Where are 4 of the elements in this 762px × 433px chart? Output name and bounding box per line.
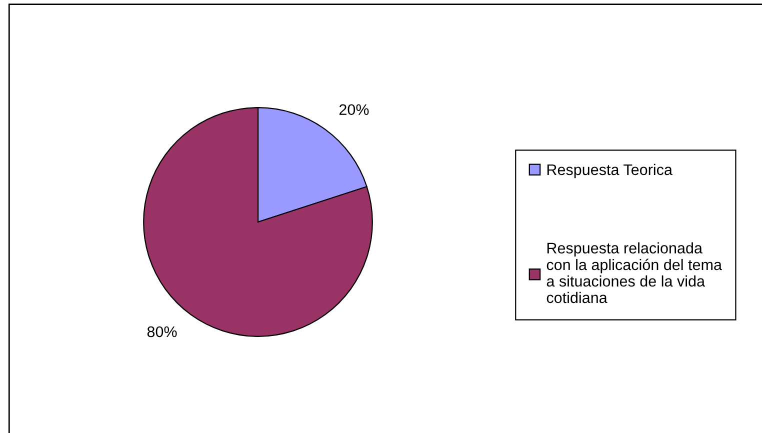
legend-label: Respuesta Teorica — [547, 164, 672, 178]
data-label: 20% — [339, 104, 369, 116]
data-label: 80% — [147, 326, 177, 338]
legend-label: Respuesta relacionada con la aplicación del tema a situaciones de la vida cotidiana — [546, 242, 722, 304]
